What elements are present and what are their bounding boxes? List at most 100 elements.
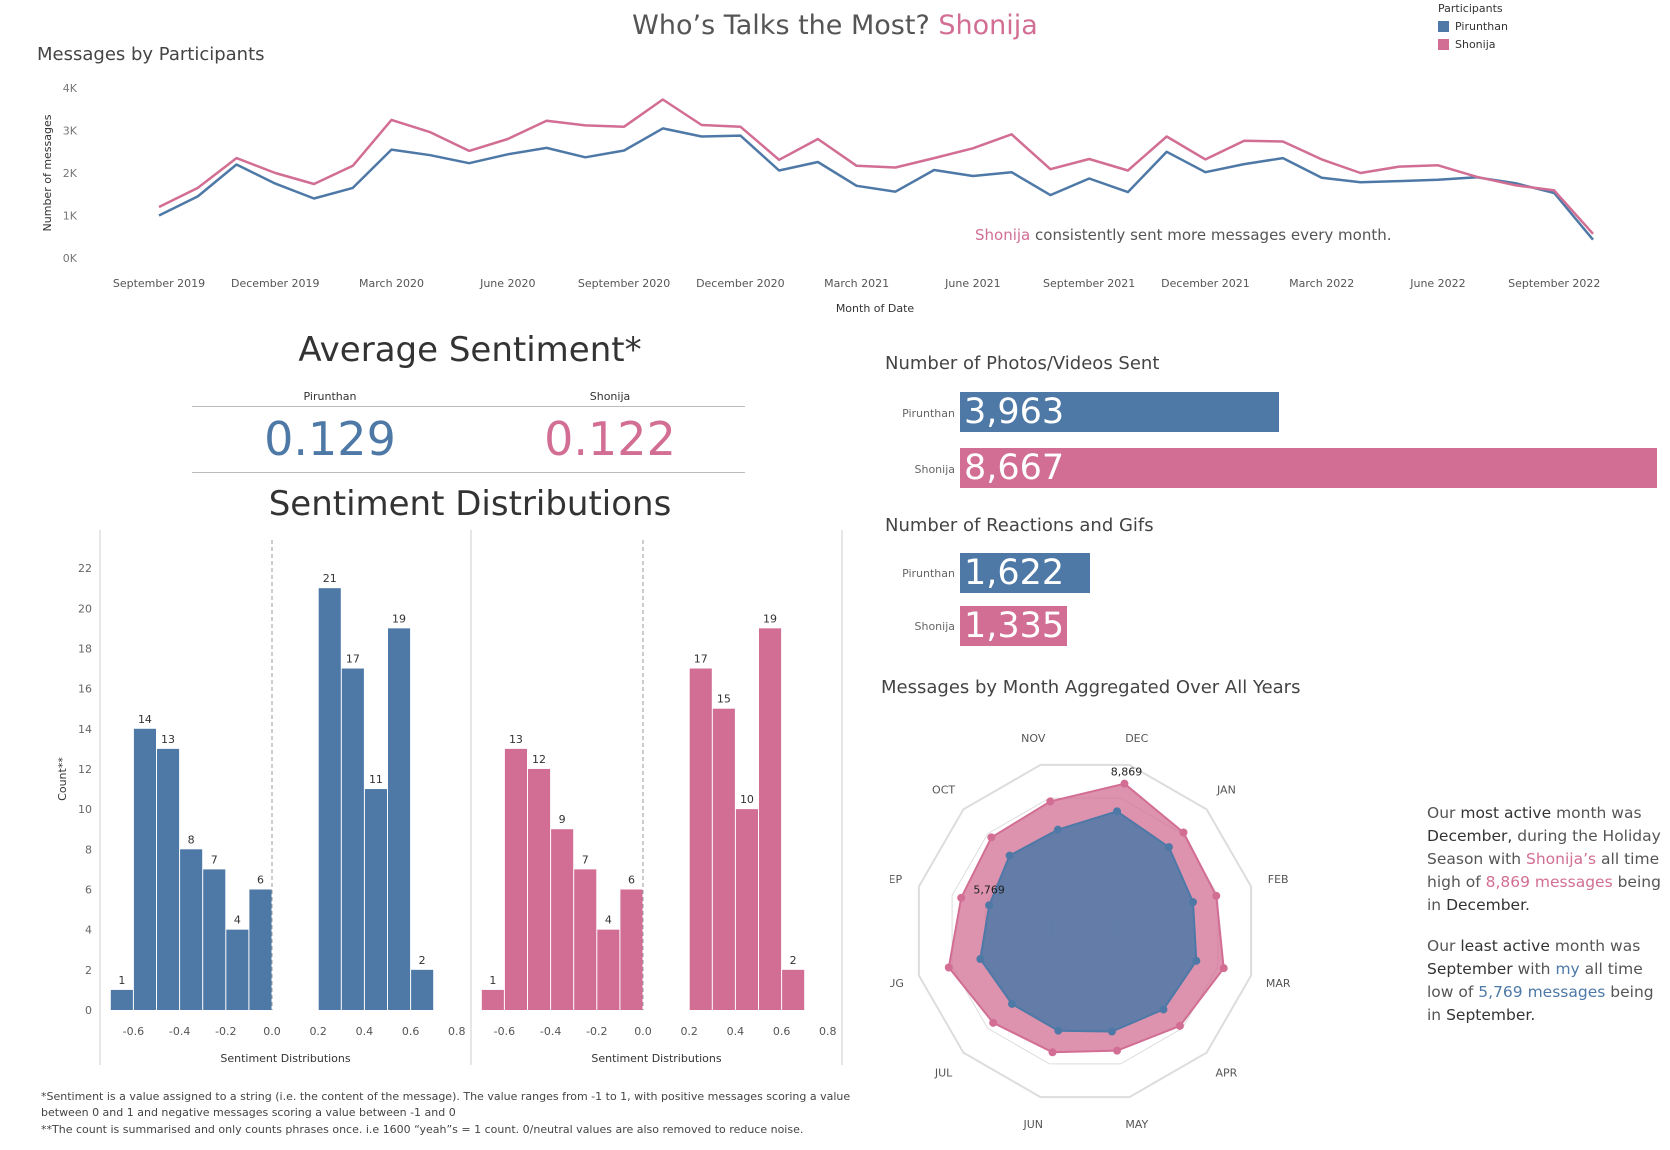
photos-bar-shonija[interactable]: 8,667 <box>960 448 1657 488</box>
histogram-bar[interactable] <box>712 708 735 1010</box>
data-label: 12 <box>532 753 546 766</box>
radar-point[interactable] <box>1008 999 1017 1008</box>
photos-title: Number of Photos/Videos Sent <box>885 353 1160 374</box>
x-tick-label: June 2020 <box>479 277 535 290</box>
histogram-bar[interactable] <box>110 989 133 1010</box>
x-tick-label: 0.6 <box>773 1025 791 1038</box>
y-tick-label: 2K <box>63 167 78 180</box>
radar-point[interactable] <box>1054 1026 1063 1035</box>
y-tick-label: 0 <box>85 1004 92 1017</box>
histogram-bar[interactable] <box>574 869 597 1010</box>
histogram-bar[interactable] <box>528 768 551 1010</box>
x-tick-label: June 2022 <box>1409 277 1465 290</box>
radar-axis-label: AUG <box>890 977 904 990</box>
data-label: 21 <box>323 572 337 585</box>
histogram-bar[interactable] <box>620 889 643 1010</box>
histogram-bar[interactable] <box>504 748 527 1010</box>
line-annotation: Shonija consistently sent more messages … <box>975 226 1392 244</box>
least-active-text: Our least active month was September wit… <box>1427 937 1654 1024</box>
data-label: 13 <box>509 733 523 746</box>
legend-title: Participants <box>1438 2 1503 15</box>
radar-point[interactable] <box>1120 779 1129 788</box>
series-line-pirunthan[interactable] <box>158 127 1594 241</box>
data-label: 7 <box>211 853 218 866</box>
x-tick-label: September 2022 <box>1508 277 1600 290</box>
y-tick-label: 10 <box>78 803 92 816</box>
title-prefix: Who’s Talks the Most? <box>632 10 930 41</box>
radar-point[interactable] <box>976 955 985 964</box>
data-label: 1 <box>489 974 496 987</box>
histogram-bar[interactable] <box>759 628 782 1010</box>
histogram-bar[interactable] <box>226 929 249 1010</box>
histogram-bar[interactable] <box>388 628 411 1010</box>
photos-label-shonija: Shonija <box>914 463 955 476</box>
histogram-bar[interactable] <box>180 849 203 1010</box>
radar-point[interactable] <box>1113 807 1122 816</box>
histogram-bar[interactable] <box>318 588 341 1010</box>
radar-point[interactable] <box>1188 898 1197 907</box>
radar-point-label: 8,869 <box>1111 766 1143 779</box>
radar-point[interactable] <box>957 893 966 902</box>
x-axis-label: Sentiment Distributions <box>591 1052 722 1065</box>
radar-point[interactable] <box>944 963 953 972</box>
radar-point[interactable] <box>1175 1021 1184 1030</box>
series-line-shonija[interactable] <box>158 98 1594 235</box>
histogram-bar[interactable] <box>782 969 805 1010</box>
legend: Participants Pirunthan Shonija <box>1438 2 1508 51</box>
radar-point[interactable] <box>1192 956 1201 965</box>
histogram-bar[interactable] <box>597 929 620 1010</box>
radar-axis-label: JUL <box>934 1066 953 1079</box>
x-tick-label: December 2019 <box>231 277 320 290</box>
radar-point[interactable] <box>1212 891 1221 900</box>
histogram-bar[interactable] <box>411 969 434 1010</box>
data-label: 17 <box>346 653 360 666</box>
data-label: 15 <box>717 693 731 706</box>
legend-item-shonija[interactable]: Shonija <box>1438 38 1508 51</box>
radar-chart: DEC JAN FEB MAR APR MAY JUN JUL AUG SEP OCT NOV 8,86… <box>890 732 1291 1131</box>
radar-point[interactable] <box>1159 1005 1168 1014</box>
y-tick-label: 0K <box>63 252 78 265</box>
histogram-bar[interactable] <box>133 728 156 1010</box>
radar-point[interactable] <box>1113 1046 1122 1055</box>
reactions-label-pirunthan: Pirunthan <box>902 567 955 580</box>
x-tick-label: -0.6 <box>494 1025 515 1038</box>
radar-point[interactable] <box>1219 964 1228 973</box>
radar-point[interactable] <box>1048 1048 1057 1057</box>
y-tick-label: 18 <box>78 642 92 655</box>
data-label: 10 <box>740 793 754 806</box>
radar-point[interactable] <box>1053 825 1062 834</box>
histogram-bar[interactable] <box>341 668 364 1010</box>
reactions-bar-shonija[interactable]: 1,335 <box>960 606 1068 646</box>
histogram-bar[interactable] <box>551 829 574 1010</box>
x-tick-label: September 2019 <box>113 277 205 290</box>
histogram-bar[interactable] <box>203 869 226 1010</box>
x-tick-label: 0.8 <box>819 1025 837 1038</box>
annotation-text: consistently sent more messages every mo… <box>1035 226 1392 244</box>
photos-bar-pirunthan[interactable]: 3,963 <box>960 392 1279 432</box>
y-axis-label: Number of messages <box>41 114 54 231</box>
histogram-bar[interactable] <box>735 809 758 1010</box>
legend-item-pirunthan[interactable]: Pirunthan <box>1438 20 1508 33</box>
reactions-bar-pirunthan[interactable]: 1,622 <box>960 553 1091 593</box>
radar-point[interactable] <box>985 901 994 910</box>
radar-axis-label: MAY <box>1125 1118 1148 1131</box>
radar-point[interactable] <box>1179 828 1188 837</box>
x-tick-label: March 2022 <box>1289 277 1354 290</box>
radar-point[interactable] <box>989 1018 998 1027</box>
histogram-bar[interactable] <box>249 889 272 1010</box>
histogram-bar[interactable] <box>481 989 504 1010</box>
histogram-bar[interactable] <box>364 789 387 1010</box>
x-tick-label: December 2021 <box>1161 277 1250 290</box>
radar-title: Messages by Month Aggregated Over All Ye… <box>881 677 1301 698</box>
radar-axis-label: SEP <box>890 873 902 886</box>
radar-point[interactable] <box>987 833 996 842</box>
radar-point[interactable] <box>1005 851 1014 860</box>
annotation-highlight: Shonija <box>975 226 1031 244</box>
y-tick-label: 3K <box>63 125 78 138</box>
divider <box>192 472 745 473</box>
radar-point[interactable] <box>1046 797 1055 806</box>
histogram-bar[interactable] <box>157 748 180 1010</box>
histogram-bar[interactable] <box>689 668 712 1010</box>
radar-point[interactable] <box>1107 1027 1116 1036</box>
radar-point[interactable] <box>1164 843 1173 852</box>
